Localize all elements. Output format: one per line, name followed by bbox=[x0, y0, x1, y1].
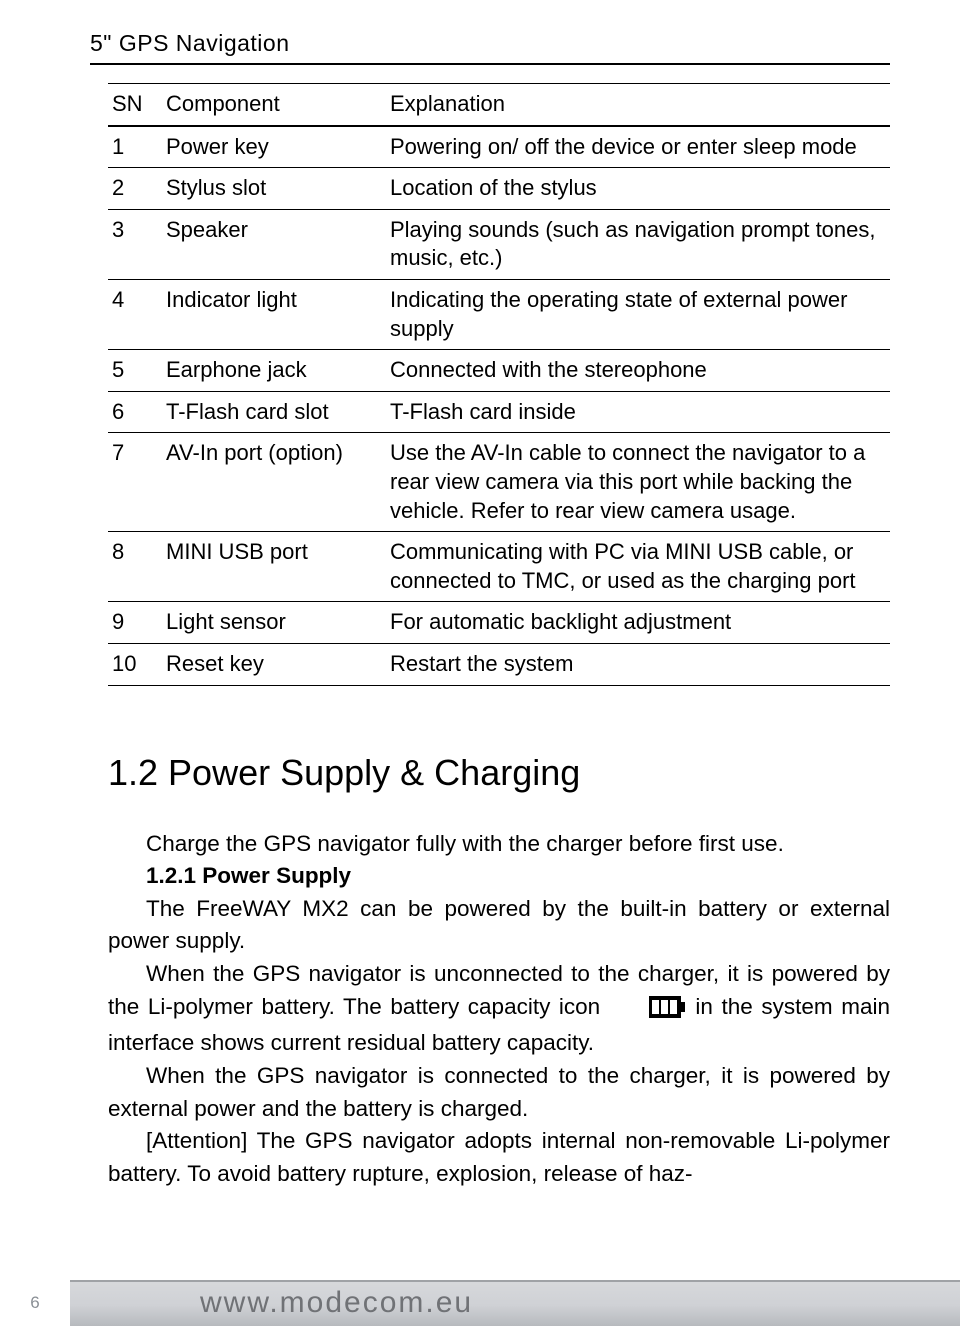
col-sn: SN bbox=[108, 84, 162, 126]
cell-component: T-Flash card slot bbox=[162, 391, 386, 433]
cell-component: Light sensor bbox=[162, 602, 386, 644]
page-footer: 6 www.modecom.eu bbox=[0, 1280, 960, 1326]
cell-component: Power key bbox=[162, 126, 386, 168]
para-3: When the GPS navigator is unconnected to… bbox=[108, 958, 890, 1060]
cell-sn: 1 bbox=[108, 126, 162, 168]
cell-component: Earphone jack bbox=[162, 350, 386, 392]
components-table: SN Component Explanation 1Power keyPower… bbox=[108, 83, 890, 686]
para-2: The FreeWAY MX2 can be powered by the bu… bbox=[108, 893, 890, 958]
cell-explanation: Connected with the stereophone bbox=[386, 350, 890, 392]
cell-sn: 2 bbox=[108, 168, 162, 210]
page-number: 6 bbox=[0, 1293, 70, 1313]
table-row: 2Stylus slotLocation of the stylus bbox=[108, 168, 890, 210]
battery-icon bbox=[611, 995, 685, 1028]
table-row: 10Reset keyRestart the system bbox=[108, 643, 890, 685]
col-component: Component bbox=[162, 84, 386, 126]
header-title: 5" GPS Navigation bbox=[90, 30, 890, 57]
cell-component: Indicator light bbox=[162, 279, 386, 349]
cell-explanation: Playing sounds (such as navigation promp… bbox=[386, 209, 890, 279]
footer-url: www.modecom.eu bbox=[200, 1286, 473, 1320]
section-heading: 1.2 Power Supply & Charging bbox=[108, 752, 890, 794]
cell-component: AV-In port (option) bbox=[162, 433, 386, 532]
cell-component: MINI USB port bbox=[162, 532, 386, 602]
header-rule bbox=[90, 63, 890, 65]
subheading: 1.2.1 Power Supply bbox=[146, 863, 351, 888]
para-4: When the GPS navigator is connected to t… bbox=[108, 1060, 890, 1125]
cell-component: Reset key bbox=[162, 643, 386, 685]
cell-explanation: Indicating the operating state of extern… bbox=[386, 279, 890, 349]
body-text: Charge the GPS navigator fully with the … bbox=[108, 828, 890, 1191]
cell-component: Stylus slot bbox=[162, 168, 386, 210]
cell-explanation: Communicating with PC via MINI USB cable… bbox=[386, 532, 890, 602]
col-explanation: Explanation bbox=[386, 84, 890, 126]
cell-sn: 9 bbox=[108, 602, 162, 644]
cell-sn: 3 bbox=[108, 209, 162, 279]
para-5: [Attention] The GPS navigator adopts int… bbox=[108, 1125, 890, 1190]
footer-url-bar: www.modecom.eu bbox=[70, 1280, 960, 1326]
cell-explanation: Use the AV-In cable to connect the navig… bbox=[386, 433, 890, 532]
cell-sn: 7 bbox=[108, 433, 162, 532]
table-header-row: SN Component Explanation bbox=[108, 84, 890, 126]
table-row: 3SpeakerPlaying sounds (such as navigati… bbox=[108, 209, 890, 279]
para-intro: Charge the GPS navigator fully with the … bbox=[108, 828, 890, 861]
table-row: 8MINI USB portCommunicating with PC via … bbox=[108, 532, 890, 602]
cell-explanation: Location of the stylus bbox=[386, 168, 890, 210]
cell-explanation: Powering on/ off the device or enter sle… bbox=[386, 126, 890, 168]
cell-sn: 6 bbox=[108, 391, 162, 433]
table-row: 7AV-In port (option)Use the AV-In cable … bbox=[108, 433, 890, 532]
table-row: 5Earphone jackConnected with the stereop… bbox=[108, 350, 890, 392]
cell-sn: 5 bbox=[108, 350, 162, 392]
cell-sn: 4 bbox=[108, 279, 162, 349]
cell-explanation: Restart the system bbox=[386, 643, 890, 685]
para-subhead: 1.2.1 Power Supply bbox=[108, 860, 890, 893]
cell-sn: 8 bbox=[108, 532, 162, 602]
cell-explanation: T-Flash card inside bbox=[386, 391, 890, 433]
cell-explanation: For automatic backlight adjustment bbox=[386, 602, 890, 644]
table-row: 6T-Flash card slotT-Flash card inside bbox=[108, 391, 890, 433]
table-row: 4Indicator lightIndicating the operating… bbox=[108, 279, 890, 349]
table-row: 9Light sensorFor automatic backlight adj… bbox=[108, 602, 890, 644]
cell-sn: 10 bbox=[108, 643, 162, 685]
cell-component: Speaker bbox=[162, 209, 386, 279]
table-row: 1Power keyPowering on/ off the device or… bbox=[108, 126, 890, 168]
